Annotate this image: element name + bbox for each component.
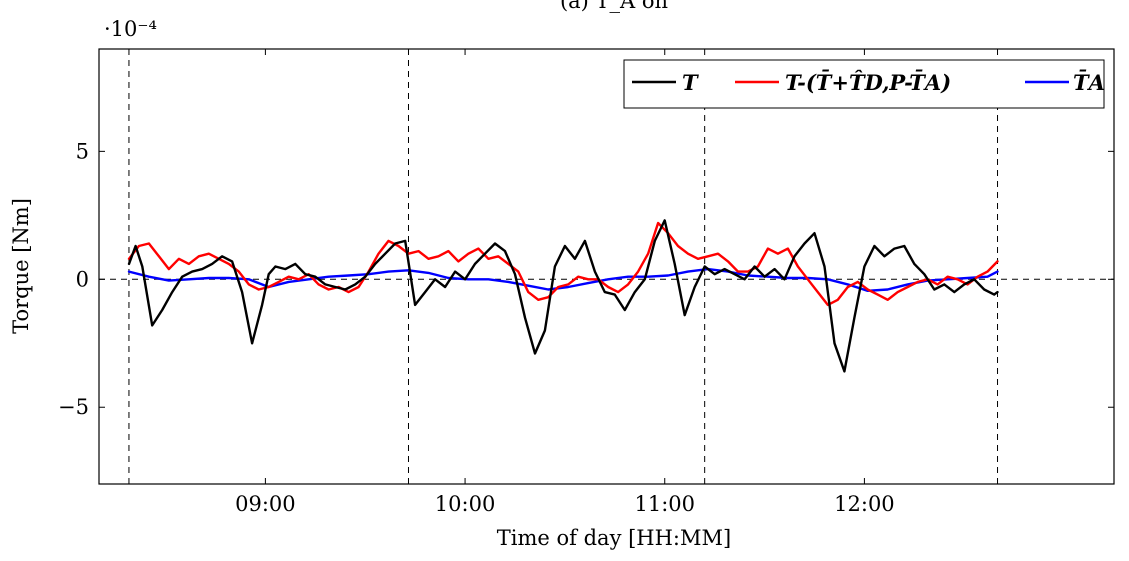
- x-axis-label: Time of day [HH:MM]: [497, 526, 731, 550]
- chart-title: (a) T_A on: [560, 0, 668, 13]
- series-line-0: [127, 219, 999, 373]
- y-tick-label-1: 0: [76, 267, 89, 291]
- legend-label-t: T: [682, 70, 699, 95]
- y-scale-label: ·10⁻⁴: [104, 17, 157, 41]
- x-tick-label-2: 11:00: [634, 492, 695, 516]
- series-line-1: [127, 221, 999, 307]
- series-line-2: [127, 267, 999, 292]
- legend: T T-(T̄+T̂D,P-T̄A) T̄A: [623, 59, 1105, 109]
- y-tick-label-2: 5: [76, 139, 89, 163]
- x-tick-label-0: 09:00: [235, 492, 296, 516]
- plot-frame: [98, 48, 1115, 485]
- y-axis-label: Torque [Nm]: [9, 198, 33, 334]
- legend-label-t-bar-a: T̄A: [1073, 70, 1105, 95]
- legend-box: [623, 59, 1105, 109]
- x-tick-label-3: 12:00: [834, 492, 895, 516]
- x-tick-label-1: 10:00: [435, 492, 496, 516]
- y-tick-label-0: −5: [58, 395, 89, 419]
- legend-label-residual: T-(T̄+T̂D,P-T̄A): [785, 70, 951, 95]
